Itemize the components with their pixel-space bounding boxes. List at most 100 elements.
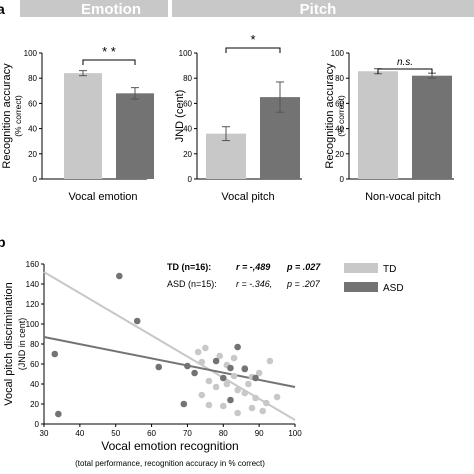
point-td bbox=[230, 372, 238, 380]
significance-bracket bbox=[82, 59, 136, 65]
y-axis-label: Vocal pitch discrimination bbox=[3, 282, 15, 406]
point-asd bbox=[155, 363, 163, 371]
y-axis-label-sub: (JND in cent) bbox=[17, 318, 27, 371]
point-asd bbox=[227, 396, 234, 404]
y-axis-label: Recognition accuracy bbox=[324, 63, 336, 169]
y-tick-label: 40 bbox=[28, 125, 37, 134]
x-axis-label: Vocal pitch bbox=[221, 191, 274, 203]
y-tick-label: 100 bbox=[26, 320, 40, 329]
panel-label-b: b bbox=[0, 234, 6, 250]
point-td bbox=[198, 358, 206, 366]
point-td bbox=[248, 404, 256, 412]
y-tick-label: 40 bbox=[30, 380, 39, 389]
significance-marker: * * bbox=[102, 44, 116, 59]
x-axis-label: Vocal emotion recognition bbox=[101, 439, 238, 453]
x-axis-label-sub: (total performance, recognition accuracy… bbox=[75, 459, 265, 468]
y-tick-label: 0 bbox=[35, 420, 40, 429]
panel-label-a: a bbox=[0, 1, 5, 17]
point-td bbox=[202, 344, 209, 352]
point-td bbox=[234, 386, 241, 394]
x-tick-label: 70 bbox=[183, 429, 192, 438]
point-asd bbox=[234, 343, 241, 351]
point-td bbox=[223, 380, 231, 388]
x-tick-label: 80 bbox=[219, 429, 228, 438]
y-tick-label: 60 bbox=[335, 99, 344, 108]
point-asd bbox=[184, 362, 191, 370]
point-asd bbox=[227, 364, 234, 372]
significance-marker: n.s. bbox=[397, 57, 413, 68]
point-td bbox=[230, 354, 238, 362]
y-axis-label: (% correct) bbox=[336, 95, 346, 137]
emotion-header: Emotion bbox=[81, 1, 141, 18]
point-td bbox=[252, 394, 259, 402]
legend-label: TD bbox=[383, 264, 396, 275]
x-tick-label: 30 bbox=[40, 429, 49, 438]
y-tick-label: 140 bbox=[26, 280, 40, 289]
point-asd bbox=[116, 272, 123, 280]
y-tick-label: 80 bbox=[335, 74, 344, 83]
stats-group: ASD (n=15): bbox=[167, 279, 217, 289]
y-tick-label: 100 bbox=[179, 49, 193, 58]
point-td bbox=[259, 407, 267, 415]
point-asd bbox=[180, 400, 188, 408]
bar-td bbox=[206, 133, 246, 179]
bar-chart-3: 0 20 40 60 80 100 Recognition accuracy (% corre… bbox=[324, 49, 454, 203]
y-tick-label: 20 bbox=[335, 150, 344, 159]
point-asd bbox=[241, 365, 249, 373]
point-td bbox=[266, 357, 274, 365]
point-td bbox=[245, 380, 252, 388]
point-td bbox=[219, 402, 227, 410]
point-td bbox=[263, 399, 270, 407]
point-td bbox=[205, 377, 213, 385]
y-tick-label: 40 bbox=[183, 125, 192, 134]
point-td bbox=[194, 348, 202, 356]
significance-bracket bbox=[225, 47, 281, 53]
bar-asd bbox=[412, 75, 452, 179]
point-asd bbox=[252, 374, 259, 382]
x-axis-label: Non-vocal pitch bbox=[365, 191, 441, 203]
point-asd bbox=[55, 410, 62, 418]
point-td bbox=[212, 383, 220, 391]
bar-chart-2: 0 20 40 60 80 100 JND (cent) * Vocal pitch bbox=[174, 32, 302, 203]
y-tick-label: 160 bbox=[26, 260, 40, 269]
stats-p: p = .207 bbox=[286, 279, 321, 289]
point-asd bbox=[133, 317, 141, 325]
y-axis-label: Recognition accuracy bbox=[1, 63, 13, 169]
y-tick-label: 0 bbox=[340, 175, 345, 184]
point-asd bbox=[212, 357, 220, 365]
emotion-header-bar bbox=[20, 0, 168, 17]
y-tick-label: 80 bbox=[28, 74, 37, 83]
point-td bbox=[255, 369, 263, 377]
fit-line-td bbox=[43, 271, 296, 421]
x-tick-label: 40 bbox=[75, 429, 84, 438]
y-tick-label: 20 bbox=[28, 150, 37, 159]
x-tick-label: 50 bbox=[111, 429, 120, 438]
point-td bbox=[198, 391, 206, 399]
y-tick-label: 40 bbox=[335, 125, 344, 134]
legend-swatch-asd bbox=[344, 282, 378, 292]
point-td bbox=[241, 389, 249, 397]
point-asd bbox=[51, 350, 59, 358]
legend-label: ASD bbox=[383, 283, 404, 294]
pitch-header: Pitch bbox=[300, 1, 337, 18]
stats-p: p = .027 bbox=[286, 262, 321, 272]
stats-group: TD (n=16): bbox=[167, 262, 211, 272]
pitch-header-bar bbox=[172, 0, 474, 17]
y-axis-label: JND (cent) bbox=[174, 90, 186, 143]
stats-r: r = -,489 bbox=[236, 262, 270, 272]
y-tick-label: 120 bbox=[26, 300, 40, 309]
significance-bracket bbox=[377, 68, 433, 74]
point-td bbox=[216, 352, 223, 360]
point-asd bbox=[191, 369, 198, 377]
y-tick-label: 60 bbox=[30, 360, 39, 369]
point-td bbox=[273, 393, 281, 401]
bar-asd bbox=[116, 93, 154, 179]
x-tick-label: 90 bbox=[255, 429, 264, 438]
x-tick-label: 60 bbox=[147, 429, 156, 438]
point-td bbox=[205, 401, 213, 409]
point-td bbox=[234, 409, 241, 417]
y-tick-label: 100 bbox=[24, 49, 38, 58]
y-tick-label: 20 bbox=[30, 400, 39, 409]
legend-swatch-td bbox=[344, 263, 378, 273]
